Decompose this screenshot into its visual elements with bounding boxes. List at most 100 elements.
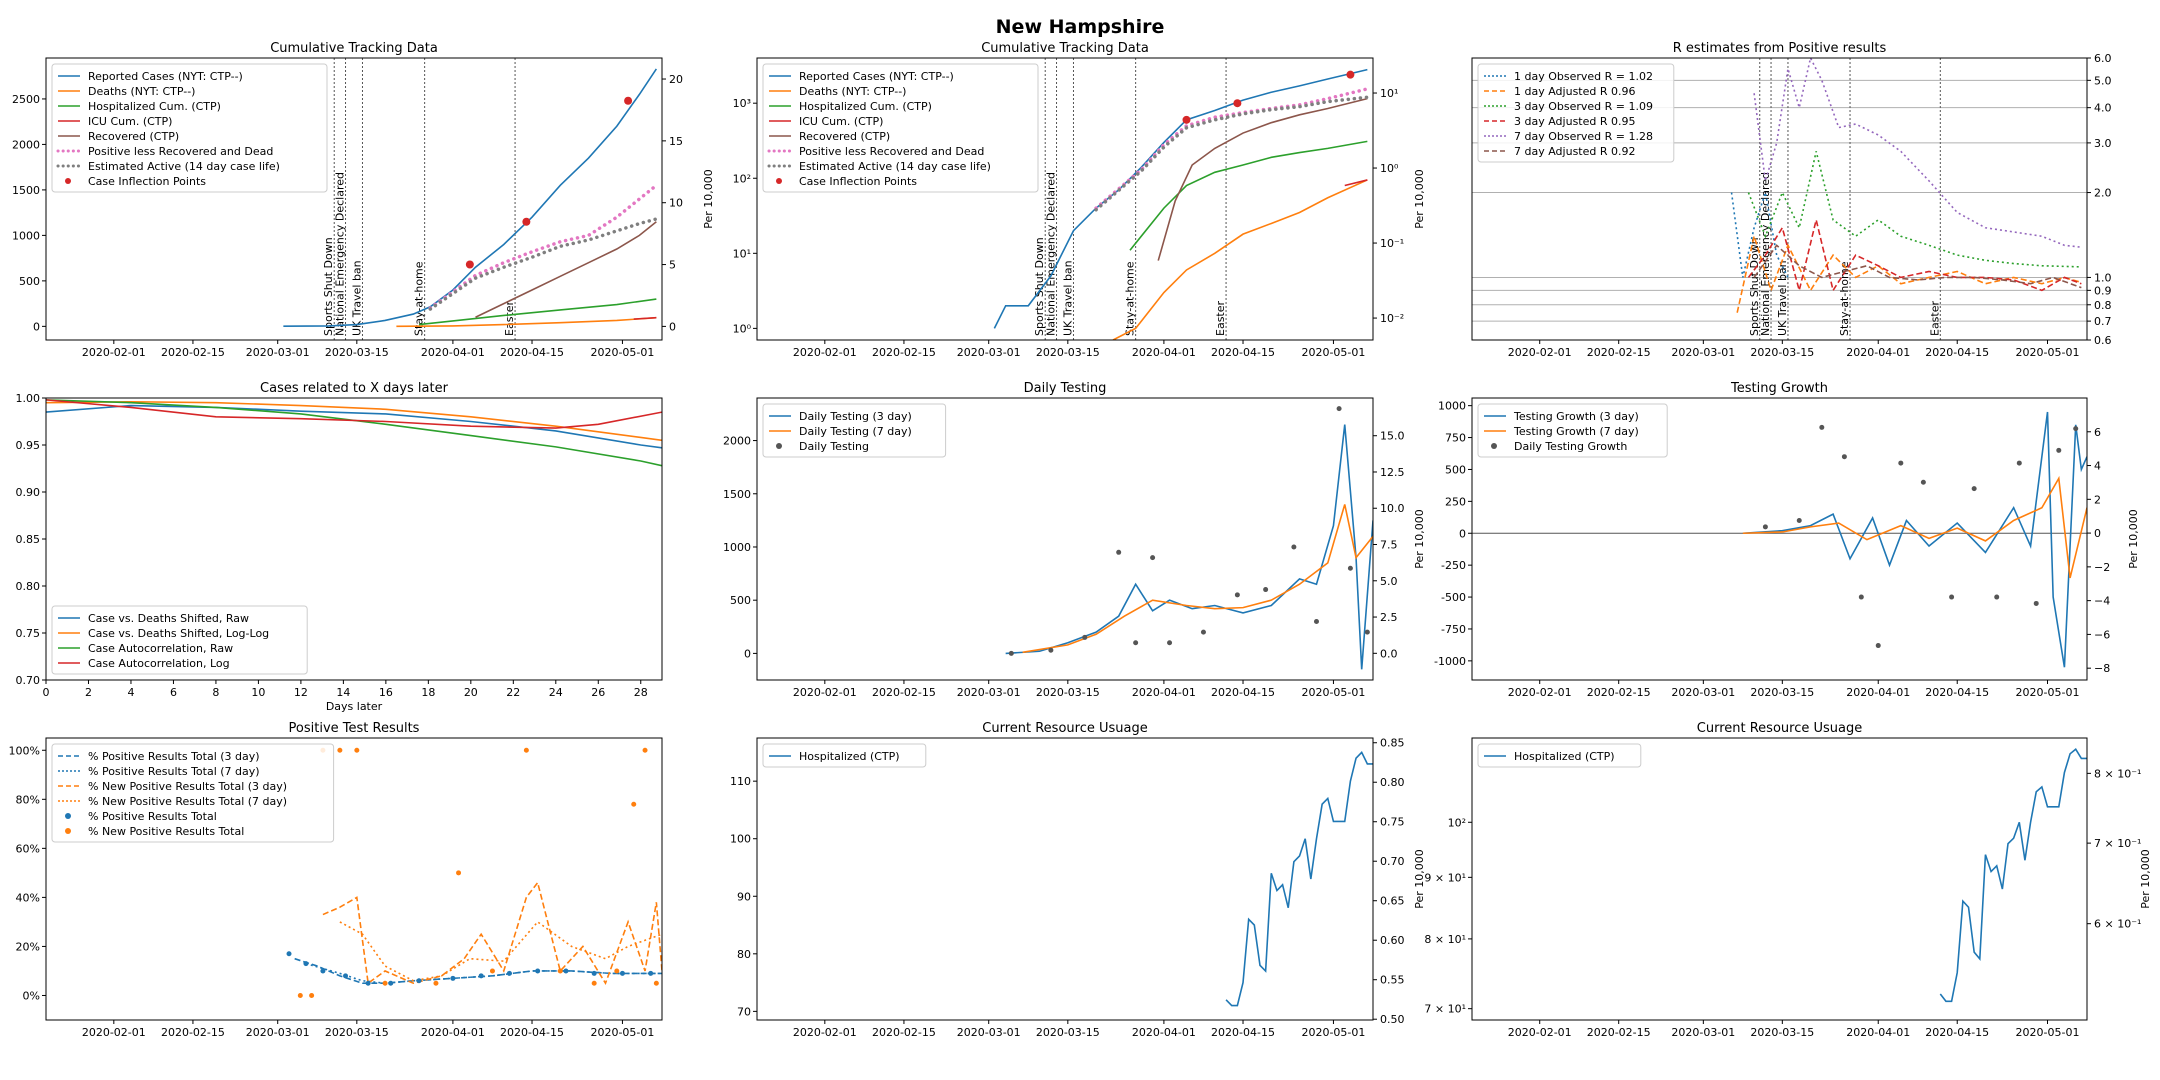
data-point [478,973,484,979]
axes-frame [1471,57,2088,341]
y2-tick-label: 0 [2094,527,2101,540]
x-tick-label: 2020-04-01 [421,346,485,359]
axes-frame [45,737,663,1021]
legend-label: Daily Testing [799,440,869,453]
y-tick-label: -250 [1441,559,1466,572]
legend-label: Case Autocorrelation, Log [88,657,230,670]
legend-label: Hospitalized (CTP) [799,750,900,763]
x-tick-label: 10 [251,686,265,699]
plot-area [283,68,659,328]
y-tick-label: 100 [730,833,751,846]
x-tick-label: 22 [506,686,520,699]
data-point [614,968,620,974]
legend-box [762,743,927,768]
data-point [522,217,531,226]
chart-c6: Testing Growth 2020-02-01 2020-02-15 2020-0… [1434,381,2140,699]
series-line [633,316,657,320]
y2-tick-label: 10⁰ [1380,162,1399,175]
series-line [283,68,658,327]
chart-c7: Positive Test Results 2020-02-01 2020-02-1… [9,721,663,1039]
legend-label: % New Positive Results Total (3 day) [88,780,287,793]
y-tick-label: 0 [33,320,40,333]
series-line [1939,748,2087,1003]
plot-area [1742,411,2087,668]
x-tick-label: 2020-03-01 [957,346,1021,359]
series-line [322,880,662,986]
y-tick-label: 0.75 [16,627,41,640]
series-line [1753,244,2082,289]
y2-tick-label: 0.0 [1380,647,1398,660]
legend-label: Deaths (NYT: CTP--) [799,85,906,98]
x-tick-label: 2020-02-01 [1508,346,1572,359]
event-label: National Emergency Declared [1045,172,1058,336]
y2-tick-label: 0.50 [1380,1013,1405,1026]
legend-label: Testing Growth (7 day) [1513,425,1639,438]
y2-tick-label: 6.0 [2094,52,2112,65]
legend-label: 1 day Adjusted R 0.96 [1514,85,1636,98]
y-tick-label: 10¹ [733,247,751,260]
series-line [46,404,662,449]
chart-title: Daily Testing [1024,381,1107,396]
y2-axis-label: Per 10,000 [702,169,715,229]
y2-axis-label: Per 10,000 [1413,169,1426,229]
legend-label: ICU Cum. (CTP) [88,115,172,128]
x-tick-label: 2020-03-01 [957,1026,1021,1039]
data-point [465,260,474,269]
event-label: UK Travel ban [1061,260,1074,336]
y-tick-label: 0.85 [16,533,41,546]
legend: 1 day Observed R = 1.02 1 day Adjusted R … [1477,63,1675,163]
x-tick-label: 2020-05-01 [2016,346,2080,359]
x-tick-label: 2020-02-01 [793,686,857,699]
y-tick-label: 750 [1445,432,1466,445]
x-axis-label: Days later [326,700,383,713]
y2-tick-label: 5 [669,259,676,272]
y2-axis-label: Per 10,000 [2139,849,2152,909]
legend-label: % New Positive Results Total [88,825,244,838]
data-point [619,970,625,976]
legend-label: Hospitalized Cum. (CTP) [799,100,932,113]
y2-tick-label: 0.85 [1380,737,1405,750]
legend-box [51,605,308,675]
plot-area [1730,58,2082,313]
x-tick-label: 2020-02-15 [1587,1026,1651,1039]
y2-tick-label: 10⁻¹ [1380,237,1404,250]
x-tick-label: 2020-05-01 [2016,686,2080,699]
y2-tick-label: 20 [669,73,683,86]
x-tick-label: 2020-02-15 [872,686,936,699]
plot-area [46,399,662,467]
legend: Case vs. Deaths Shifted, Raw Case vs. Dea… [51,605,308,675]
data-point [388,980,394,986]
x-tick-label: 26 [591,686,605,699]
y-tick-label: 20% [16,940,40,953]
legend-label: Hospitalized (CTP) [1514,750,1615,763]
chart-title: R estimates from Positive results [1673,41,1887,56]
x-tick-label: 2020-03-15 [1036,1026,1100,1039]
x-tick-label: 2020-02-01 [1508,1026,1572,1039]
y2-tick-label: 7.5 [1380,539,1398,552]
x-tick-label: 2020-05-01 [590,346,654,359]
data-point [1291,544,1297,550]
data-point [416,978,422,984]
data-point [642,747,648,753]
data-point [1200,629,1206,635]
y-tick-label: 1000 [1438,400,1466,413]
legend-label: Reported Cases (NYT: CTP--) [88,70,243,83]
x-tick-label: 2020-03-15 [1036,346,1100,359]
data-point [523,747,529,753]
y-tick-label: 10³ [733,97,751,110]
data-point [365,980,371,986]
y-tick-label: 0% [23,989,40,1002]
legend: % Positive Results Total (3 day) % Positi… [51,743,335,843]
legend-label: Positive less Recovered and Dead [88,145,273,158]
x-tick-label: 8 [212,686,219,699]
legend: Testing Growth (3 day) Testing Growth (7 … [1477,403,1668,458]
y-tick-label: 10² [1448,816,1466,829]
data-point [309,992,315,998]
data-point [354,747,360,753]
event-label: UK Travel ban [350,260,363,336]
plot-area [993,68,1370,340]
x-tick-label: 2020-04-15 [1211,346,1275,359]
legend-box [51,743,335,843]
legend-label: Case vs. Deaths Shifted, Raw [88,612,249,625]
y-tick-label: 80 [737,948,751,961]
